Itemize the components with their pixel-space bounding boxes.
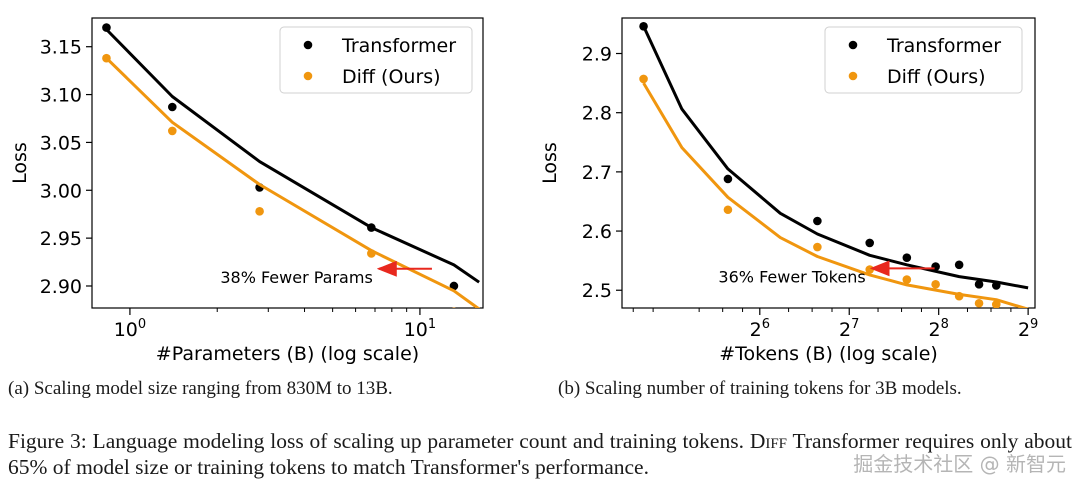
legend-label: Transformer: [886, 35, 1001, 57]
legend-box: [279, 26, 473, 94]
figure-caption-diff: Diff: [749, 429, 788, 453]
data-point-transformer: [168, 102, 177, 112]
fit-line-diff-ours: [105, 57, 480, 308]
annotation-text: 36% Fewer Tokens: [718, 267, 865, 286]
plot-area: [639, 21, 1029, 308]
data-point-transformer: [931, 262, 940, 271]
x-tick-label: 26: [750, 317, 770, 341]
data-point-transformer: [639, 21, 648, 31]
data-point-transformer: [367, 223, 376, 232]
data-point-diff-ours: [813, 242, 822, 252]
y-tick-label: 2.8: [582, 103, 612, 125]
plot-area: [102, 23, 480, 308]
data-point-transformer: [991, 281, 1001, 290]
data-point-diff-ours: [931, 280, 940, 289]
y-tick-label: 2.7: [582, 162, 612, 184]
data-point-transformer: [954, 260, 964, 270]
caption-b: (b) Scaling number of training tokens fo…: [558, 378, 962, 399]
chart-a: 2.90 2.95 3.00 3.05 3.10 3.15 100 101#Parameter…: [9, 17, 484, 365]
legend-label: Diff (Ours): [342, 66, 441, 88]
y-tick-label: 2.5: [582, 280, 612, 302]
figure-caption: Figure 3: Language modeling loss of scal…: [8, 428, 1072, 480]
annotation-text: 38% Fewer Params: [220, 268, 372, 287]
x-tick-label: 29: [1018, 317, 1038, 341]
data-point-transformer: [902, 253, 912, 262]
y-tick-label: 3.15: [40, 37, 82, 59]
x-tick-label: 28: [928, 317, 948, 341]
y-tick-label: 3.05: [40, 132, 82, 154]
caption-a: (a) Scaling model size ranging from 830M…: [8, 378, 393, 399]
fit-line-diff-ours: [642, 82, 1029, 308]
data-point-transformer: [865, 238, 875, 248]
y-tick-label: 2.95: [40, 228, 82, 250]
chart-b: 2.5 2.6 2.7 2.8 2.9 26 27 28 29 #Tokens (B) (log …: [539, 17, 1038, 365]
x-tick-label: 100: [114, 317, 146, 341]
plot-frame: [621, 17, 1036, 309]
x-tick-label: 27: [839, 317, 859, 341]
data-point-diff-ours: [902, 275, 912, 284]
data-point-diff-ours: [102, 53, 111, 63]
fit-line-transformer: [642, 25, 1029, 290]
y-tick-label: 2.9: [582, 44, 612, 66]
figure-caption-rest: Transformer requires only about 65% of m…: [8, 429, 1072, 479]
legend-box: [824, 26, 1023, 94]
x-axis-label: #Parameters (B) (log scale): [156, 343, 419, 365]
legend-marker: [303, 40, 313, 50]
legend-label: Diff (Ours): [887, 66, 986, 88]
data-point-diff-ours: [974, 298, 984, 308]
watermark: 掘金技术社区 @ 新智元: [853, 452, 1066, 476]
y-tick-label: 2.90: [40, 276, 82, 298]
data-point-diff-ours: [991, 300, 1001, 308]
data-point-diff-ours: [451, 307, 456, 308]
data-point-diff-ours: [723, 205, 733, 215]
data-point-diff-ours: [639, 74, 648, 84]
y-axis-label: Loss: [9, 142, 31, 184]
data-point-transformer: [974, 280, 984, 289]
data-point-diff-ours: [255, 207, 264, 216]
data-point-diff-ours: [865, 265, 875, 274]
data-point-diff-ours: [954, 291, 964, 301]
data-point-transformer: [813, 216, 822, 226]
y-axis-label: Loss: [539, 142, 561, 184]
fit-line-transformer: [105, 28, 480, 284]
data-point-diff-ours: [367, 249, 376, 258]
figure-caption-prefix: Figure 3: Language modeling loss of scal…: [8, 429, 750, 453]
data-point-transformer: [723, 174, 733, 184]
plot-frame: [91, 17, 484, 309]
data-point-diff-ours: [168, 126, 177, 136]
data-point-transformer: [102, 23, 111, 32]
y-tick-label: 2.6: [582, 221, 612, 243]
legend-marker: [848, 71, 858, 81]
legend-marker: [848, 40, 858, 50]
legend-label: Transformer: [341, 35, 456, 57]
x-axis-label: #Tokens (B) (log scale): [719, 343, 938, 365]
x-tick-label: 101: [404, 317, 436, 341]
legend-marker: [303, 71, 313, 81]
y-tick-label: 3.00: [40, 180, 82, 202]
y-tick-label: 3.10: [40, 85, 82, 107]
